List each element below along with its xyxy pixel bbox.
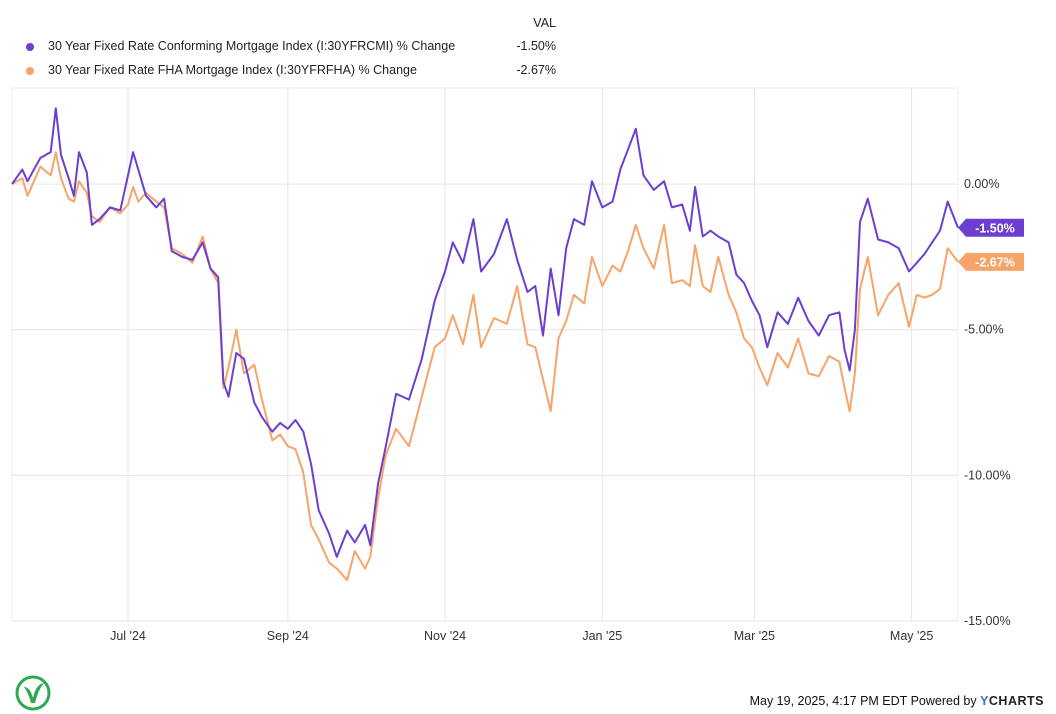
series-dot-icon	[26, 43, 34, 51]
ycharts-leaf-logo-icon	[15, 675, 51, 711]
end-value-text: -2.67%	[975, 255, 1015, 269]
plot-frame	[11, 87, 959, 622]
y-tick-label: -15.00%	[964, 614, 1011, 628]
ycharts-brand[interactable]: YCHARTS	[980, 694, 1044, 708]
x-tick-label: Sep '24	[267, 629, 309, 643]
legend-value-header: VAL	[533, 16, 556, 30]
y-tick-label: 0.00%	[964, 177, 999, 191]
x-tick-label: Jan '25	[582, 629, 622, 643]
y-tick-label: -10.00%	[964, 468, 1011, 482]
legend-value: -1.50%	[516, 39, 556, 53]
x-tick-label: Mar '25	[734, 629, 775, 643]
x-tick-label: Jul '24	[110, 629, 146, 643]
end-value-tag	[958, 218, 1024, 237]
legend-value: -2.67%	[516, 63, 556, 77]
end-value-tag	[958, 252, 1024, 271]
brand-y: Y	[980, 694, 989, 708]
x-tick-label: Nov '24	[424, 629, 466, 643]
series-dot-icon	[26, 67, 34, 75]
end-value-label-0: -1.50%	[958, 218, 1024, 237]
series-line-0[interactable]	[11, 107, 959, 558]
y-tick-label: -5.00%	[964, 323, 1004, 337]
brand-rest: CHARTS	[988, 694, 1044, 708]
end-value-label-1: -2.67%	[958, 252, 1024, 271]
footer: May 19, 2025, 4:17 PM EDT Powered by YCH…	[750, 694, 1044, 708]
end-value-text: -1.50%	[975, 221, 1015, 235]
legend-label: 30 Year Fixed Rate FHA Mortgage Index (I…	[48, 63, 417, 77]
x-tick-label: May '25	[890, 629, 933, 643]
footer-timestamp: May 19, 2025, 4:17 PM EDT	[749, 694, 908, 708]
series-line-1[interactable]	[11, 151, 959, 582]
legend-label: 30 Year Fixed Rate Conforming Mortgage I…	[48, 39, 456, 53]
footer-powered-by: Powered by	[910, 694, 977, 708]
